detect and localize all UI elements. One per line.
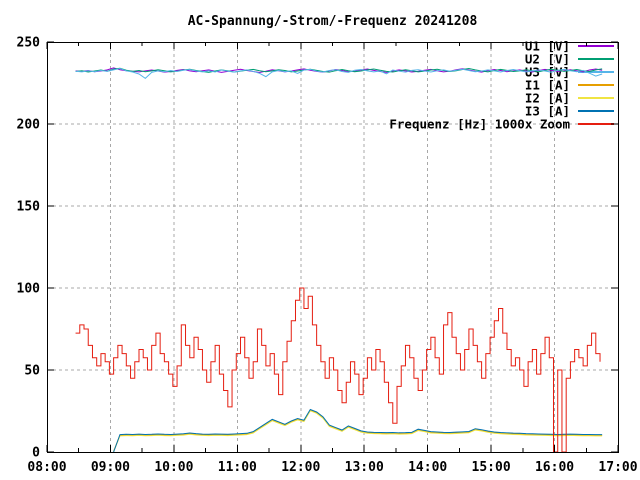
x-tick-label: 14:00: [408, 460, 447, 475]
y-tick-label: 150: [17, 200, 41, 215]
x-tick-label: 15:00: [472, 460, 511, 475]
x-tick-label: 10:00: [154, 460, 193, 475]
y-tick-label: 50: [24, 364, 40, 379]
x-tick-label: 11:00: [218, 460, 257, 475]
y-tick-label: 0: [32, 446, 40, 461]
x-tick-label: 12:00: [281, 460, 320, 475]
legend-label-i3-a: I3 [A]: [525, 104, 570, 119]
series-u3-v: [75, 68, 603, 80]
x-tick-label: 08:00: [27, 460, 66, 475]
legend-label-i2-a: I2 [A]: [525, 91, 570, 106]
series-i3-a: [113, 408, 603, 453]
legend-label-i1-a: I1 [A]: [525, 78, 570, 93]
series-i2-a: [113, 410, 603, 452]
legend-label-frequenz-hz-1000x-zoom: Frequenz [Hz] 1000x Zoom: [389, 117, 570, 132]
legend-label-u3-v: U3 [V]: [525, 65, 570, 80]
series-i1-a: [113, 409, 603, 452]
y-tick-label: 250: [17, 36, 41, 51]
y-tick-label: 200: [17, 118, 41, 133]
legend-label-u2-v: U2 [V]: [525, 52, 570, 67]
x-tick-label: 17:00: [598, 460, 637, 475]
x-tick-label: 09:00: [91, 460, 130, 475]
x-tick-label: 16:00: [535, 460, 574, 475]
y-tick-label: 100: [17, 282, 41, 297]
x-tick-label: 13:00: [345, 460, 384, 475]
series-frequenz-hz-1000x-zoom: [75, 287, 601, 453]
